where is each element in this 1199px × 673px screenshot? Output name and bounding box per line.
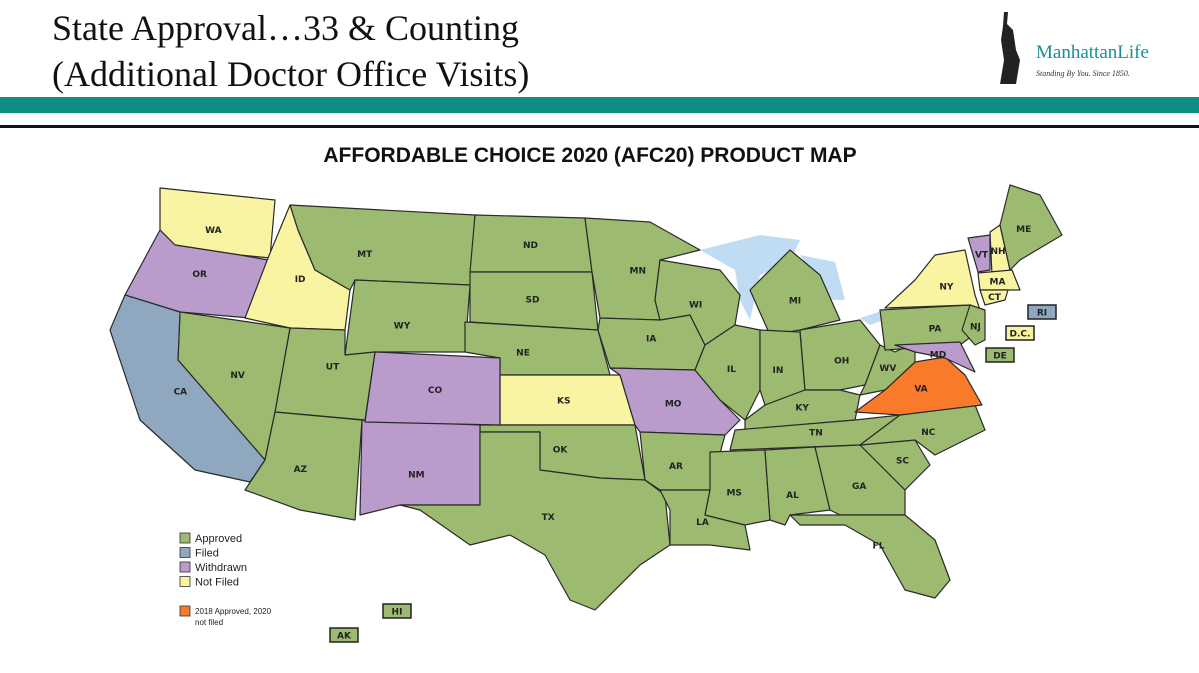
legend-swatch xyxy=(179,532,191,544)
state-label: UT xyxy=(326,363,340,373)
state-label: RI xyxy=(1037,309,1047,319)
state-label: ME xyxy=(1016,225,1031,235)
header-bar xyxy=(0,97,1199,113)
state xyxy=(124,229,269,319)
legend-swatch xyxy=(179,561,191,573)
map-title: AFFORDABLE CHOICE 2020 (AFC20) PRODUCT M… xyxy=(323,144,856,167)
state-label: AK xyxy=(337,632,352,642)
state-label: MT xyxy=(357,250,373,260)
legend: Approved Filed Withdrawn Not Filed 2018 Appr… xyxy=(179,532,272,627)
title: (Additional Doctor Office Visits) xyxy=(52,54,529,94)
state-label: NJ xyxy=(970,323,981,333)
state-label: NE xyxy=(516,349,530,359)
logo-icon xyxy=(1000,12,1020,84)
state-box xyxy=(329,627,359,643)
state xyxy=(344,279,471,356)
state-label: GA xyxy=(852,482,866,492)
state-label: OH xyxy=(834,357,849,367)
state-label: NM xyxy=(408,471,425,481)
state-label: KY xyxy=(795,404,809,414)
state xyxy=(399,431,671,611)
state-label: LA xyxy=(696,518,709,528)
state-label: TX xyxy=(542,513,555,523)
state-label: CA xyxy=(174,388,188,398)
state-label: SC xyxy=(896,457,909,467)
state-label: AZ xyxy=(294,465,308,475)
state-label: HI xyxy=(392,608,403,618)
state-label: IN xyxy=(773,366,784,376)
state-label: NH xyxy=(990,247,1005,257)
state xyxy=(244,411,363,521)
state-label: MI xyxy=(789,297,801,307)
state xyxy=(359,419,481,516)
legend-label: not filed xyxy=(195,618,223,627)
state-label: DE xyxy=(993,352,1007,362)
logo-name: ManhattanLife xyxy=(1036,42,1149,63)
state-label: CT xyxy=(988,293,1002,303)
state-label: VA xyxy=(914,385,927,395)
state-box xyxy=(985,347,1015,363)
legend-label: Not Filed xyxy=(195,577,239,589)
title: State Approval…33 & Counting xyxy=(52,8,519,48)
legend-swatch xyxy=(179,547,191,558)
lake xyxy=(700,235,800,320)
legend-swatch xyxy=(179,576,191,587)
state-label: MN xyxy=(630,267,647,277)
logo: ManhattanLife Standing By You. Since 185… xyxy=(1000,12,1149,84)
state-label: AR xyxy=(669,462,683,472)
state-label: OK xyxy=(553,445,569,455)
state-label: WI xyxy=(689,300,702,310)
state-box xyxy=(382,603,412,619)
state-label: CO xyxy=(428,386,443,396)
state-label: IL xyxy=(727,365,736,375)
legend-swatch xyxy=(179,605,191,617)
state-label: NC xyxy=(921,428,936,438)
state-label: WA xyxy=(205,226,222,236)
state-label: FL xyxy=(873,541,885,551)
state-label: KS xyxy=(557,397,570,407)
state-label: MS xyxy=(726,489,741,499)
state-label: TN xyxy=(809,429,823,439)
state-label: IA xyxy=(646,335,656,345)
state xyxy=(894,341,976,373)
state-label: AL xyxy=(786,491,799,501)
state xyxy=(979,289,1009,306)
states: WA OR ID MT ND SD WY NE KS OK NM TX CO UT NV CA AZ MN IA MO… xyxy=(109,184,1063,643)
state-label: NV xyxy=(230,371,245,381)
state xyxy=(967,234,991,273)
state-label: VT xyxy=(975,250,989,260)
state xyxy=(977,269,1021,291)
state-box xyxy=(1027,304,1057,320)
state xyxy=(789,514,951,599)
state-label: PA xyxy=(929,325,942,335)
state-label: ID xyxy=(295,275,306,285)
state-label: WY xyxy=(394,321,411,331)
state-label: MD xyxy=(930,350,946,360)
header-rule xyxy=(0,125,1199,128)
state xyxy=(694,324,761,421)
state xyxy=(704,449,771,526)
state-label: D.C. xyxy=(1010,330,1031,340)
legend-label: 2018 Approved, 2020 xyxy=(195,607,272,616)
legend-label: Withdrawn xyxy=(195,562,247,574)
logo-tagline: Standing By You. Since 1850. xyxy=(1036,69,1130,78)
legend-label: Approved xyxy=(195,533,242,545)
state-label: MA xyxy=(990,277,1006,287)
lake xyxy=(800,255,845,300)
state xyxy=(961,304,986,346)
state-label: WV xyxy=(879,364,896,374)
state-label: ND xyxy=(523,241,538,251)
state-label: MO xyxy=(665,400,682,410)
state-label: SD xyxy=(526,296,540,306)
state-label: NY xyxy=(939,283,954,293)
state-box xyxy=(1005,325,1035,341)
legend-label: Filed xyxy=(195,548,219,560)
state-label: OR xyxy=(192,270,207,280)
